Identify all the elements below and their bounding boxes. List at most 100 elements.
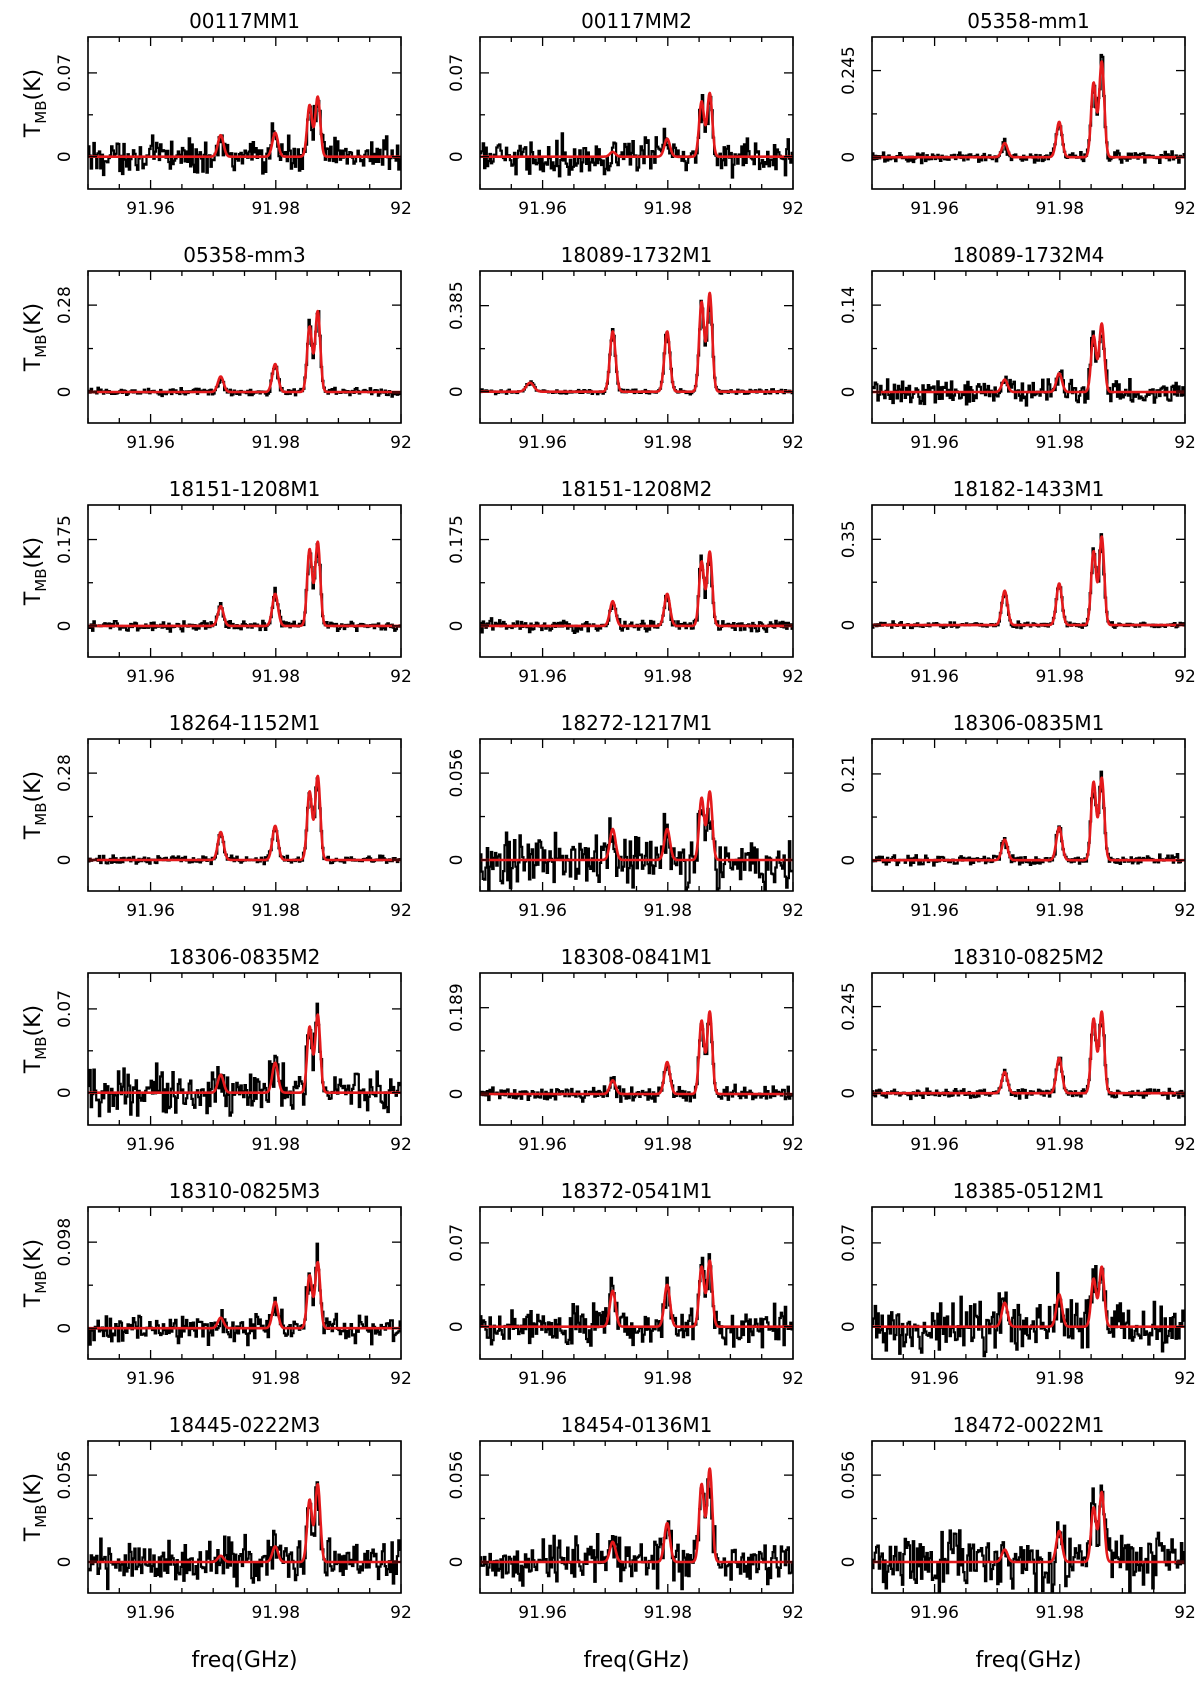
observed-spectrum — [872, 330, 1185, 407]
x-tick-label: 91.96 — [126, 667, 175, 687]
y-tick-label: 0.28 — [55, 754, 75, 792]
x-tick-label: 91.96 — [126, 901, 175, 921]
observed-spectrum — [480, 807, 793, 892]
spectrum-panel: 18454-0136M1 91.96 91.98 92 0 0.056 — [447, 1413, 804, 1623]
x-tick-label: 92 — [782, 901, 804, 921]
x-tick-label: 92 — [390, 901, 412, 921]
y-tick-label: 0.245 — [839, 982, 859, 1031]
spectrum-panel: 18385-0512M1 91.96 91.98 92 0 0.07 — [839, 1179, 1196, 1389]
panel-frame — [87, 972, 402, 1126]
x-tick-label: 91.98 — [643, 901, 692, 921]
y-tick-label: 0.07 — [55, 990, 75, 1028]
x-tick-label: 92 — [390, 199, 412, 219]
observed-spectrum — [872, 1022, 1185, 1101]
fit-spectrum — [479, 1467, 794, 1564]
y-tick-label: 0 — [839, 152, 859, 163]
x-tick-label: 91.96 — [518, 667, 567, 687]
fit-spectrum — [871, 776, 1186, 862]
y-tick-label: 0 — [839, 855, 859, 866]
fit-spectrum — [871, 1265, 1186, 1328]
panel-title: 05358-mm3 — [183, 243, 306, 267]
panel-title: 00117MM2 — [581, 9, 692, 33]
y-tick-label: 0 — [55, 855, 75, 866]
panel-frame — [479, 972, 794, 1126]
y-tick-label: 0.175 — [55, 515, 75, 564]
fit-spectrum — [479, 790, 794, 862]
x-tick-label: 92 — [782, 433, 804, 453]
observed-spectrum — [88, 1002, 401, 1118]
fit-spectrum — [871, 535, 1186, 627]
panel-title: 18385-0512M1 — [953, 1179, 1105, 1203]
panel-frame — [87, 504, 402, 658]
spectrum-panel: 18089-1732M4 91.96 91.98 92 0 0.14 — [839, 243, 1196, 453]
y-tick-label: 0.07 — [55, 54, 75, 92]
y-tick-label: 0 — [55, 151, 75, 162]
x-tick-label: 91.98 — [643, 199, 692, 219]
x-tick-label: 92 — [1174, 901, 1196, 921]
panel-title: 18454-0136M1 — [561, 1413, 713, 1437]
y-tick-label: 0 — [839, 1321, 859, 1332]
observed-spectrum — [88, 543, 401, 633]
y-tick-label: 0.35 — [839, 520, 859, 558]
x-tick-label: 92 — [390, 1603, 412, 1623]
observed-spectrum — [872, 1484, 1185, 1594]
x-tick-label: 91.96 — [910, 667, 959, 687]
x-tick-label: 91.96 — [910, 901, 959, 921]
panel-frame — [871, 36, 1186, 190]
observed-spectrum — [480, 1478, 793, 1591]
y-tick-label: 0.21 — [839, 755, 859, 793]
observed-spectrum — [88, 99, 401, 177]
y-tick-label: 0.056 — [447, 1451, 467, 1500]
y-tick-label: 0.245 — [839, 46, 859, 95]
x-tick-label: 91.96 — [910, 1135, 959, 1155]
spectrum-panel: 18182-1433M1 91.96 91.98 92 0 0.35 — [839, 477, 1196, 687]
y-tick-label: 0 — [447, 1557, 467, 1568]
y-tick-label: 0 — [55, 1323, 75, 1334]
y-tick-label: 0.385 — [447, 281, 467, 330]
x-tick-label: 91.98 — [251, 1135, 300, 1155]
spectrum-panel: 18151-1208M2 91.96 91.98 92 0 0.175 — [447, 477, 804, 687]
panel-frame — [87, 270, 402, 424]
panel-frame — [871, 972, 1186, 1126]
x-tick-label: 91.98 — [1035, 1135, 1084, 1155]
x-tick-label: 91.98 — [1035, 1369, 1084, 1389]
panel-title: 18151-1208M1 — [169, 477, 321, 501]
y-axis-label: TMB(K) — [21, 1473, 50, 1542]
x-tick-label: 91.98 — [643, 433, 692, 453]
fit-spectrum — [87, 95, 402, 158]
panel-frame — [87, 738, 402, 892]
x-axis-label: freq(GHz) — [583, 1648, 689, 1673]
x-tick-label: 91.98 — [251, 1369, 300, 1389]
fit-spectrum — [871, 322, 1186, 394]
panel-frame — [871, 504, 1186, 658]
fit-spectrum — [871, 1490, 1186, 1564]
y-tick-label: 0.056 — [55, 1451, 75, 1500]
y-axis-label: TMB(K) — [21, 1239, 50, 1308]
x-tick-label: 92 — [1174, 1603, 1196, 1623]
fit-spectrum — [871, 60, 1186, 159]
y-axis-label: TMB(K) — [21, 303, 50, 372]
observed-spectrum — [88, 1481, 401, 1591]
fit-spectrum — [87, 1260, 402, 1330]
y-axis-label: TMB(K) — [21, 537, 50, 606]
x-tick-label: 91.96 — [126, 1369, 175, 1389]
y-tick-label: 0.28 — [55, 286, 75, 324]
x-tick-label: 91.98 — [643, 1369, 692, 1389]
y-tick-label: 0 — [447, 151, 467, 162]
y-axis-label: TMB(K) — [21, 771, 50, 840]
x-tick-label: 92 — [782, 199, 804, 219]
observed-spectrum — [88, 777, 401, 866]
y-tick-label: 0 — [447, 1321, 467, 1332]
y-axis-label: TMB(K) — [21, 1005, 50, 1074]
panel-frame — [871, 738, 1186, 892]
observed-spectrum — [872, 770, 1185, 867]
y-tick-label: 0.07 — [447, 1224, 467, 1262]
x-tick-label: 92 — [782, 667, 804, 687]
observed-spectrum — [872, 533, 1185, 630]
panel-title: 18445-0222M3 — [169, 1413, 321, 1437]
